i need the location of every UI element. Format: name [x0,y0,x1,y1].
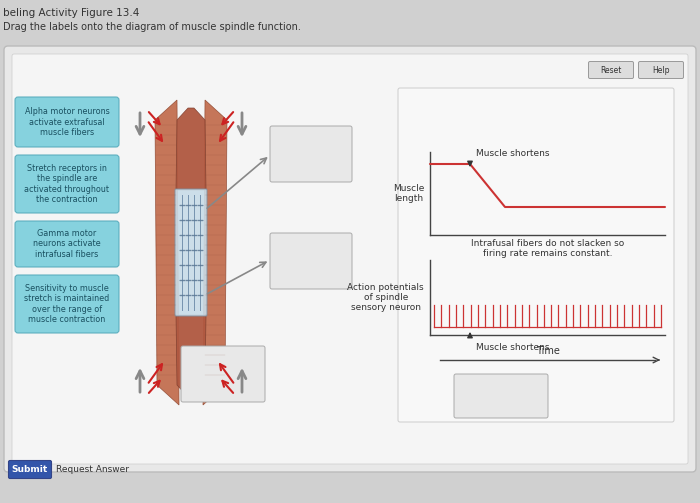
Text: Help: Help [652,65,670,74]
Polygon shape [176,315,206,397]
Text: Sensitivity to muscle
stretch is maintained
over the range of
muscle contraction: Sensitivity to muscle stretch is maintai… [25,284,110,324]
FancyBboxPatch shape [638,61,683,78]
Text: Muscle shortens: Muscle shortens [476,149,550,158]
FancyBboxPatch shape [398,88,674,422]
Polygon shape [203,100,227,405]
FancyBboxPatch shape [15,97,119,147]
Text: Request Answer: Request Answer [56,465,129,474]
Text: Action potentials
of spindle
sensory neuron: Action potentials of spindle sensory neu… [347,283,424,312]
Polygon shape [155,100,179,405]
FancyBboxPatch shape [8,461,52,478]
FancyBboxPatch shape [270,233,352,289]
Text: Intrafusal fibers do not slacken so
firing rate remains constant.: Intrafusal fibers do not slacken so firi… [471,238,624,258]
FancyBboxPatch shape [4,46,696,472]
Text: Muscle
length: Muscle length [393,184,424,203]
Text: Time: Time [536,346,559,356]
Polygon shape [176,108,206,190]
Text: Muscle shortens: Muscle shortens [476,343,550,352]
FancyBboxPatch shape [15,275,119,333]
Text: Alpha motor neurons
activate extrafusal
muscle fibers: Alpha motor neurons activate extrafusal … [25,107,109,137]
Text: Gamma motor
neurons activate
intrafusal fibers: Gamma motor neurons activate intrafusal … [33,229,101,259]
FancyBboxPatch shape [454,374,548,418]
FancyBboxPatch shape [15,155,119,213]
FancyBboxPatch shape [175,189,207,316]
FancyBboxPatch shape [15,221,119,267]
FancyBboxPatch shape [181,346,265,402]
Text: Submit: Submit [12,465,48,474]
FancyBboxPatch shape [270,126,352,182]
Text: beling Activity Figure 13.4: beling Activity Figure 13.4 [3,8,139,18]
FancyBboxPatch shape [589,61,634,78]
Text: Drag the labels onto the diagram of muscle spindle function.: Drag the labels onto the diagram of musc… [3,22,301,32]
FancyBboxPatch shape [12,54,688,464]
Text: Stretch receptors in
the spindle are
activated throughout
the contraction: Stretch receptors in the spindle are act… [25,164,109,204]
Text: Reset: Reset [601,65,622,74]
